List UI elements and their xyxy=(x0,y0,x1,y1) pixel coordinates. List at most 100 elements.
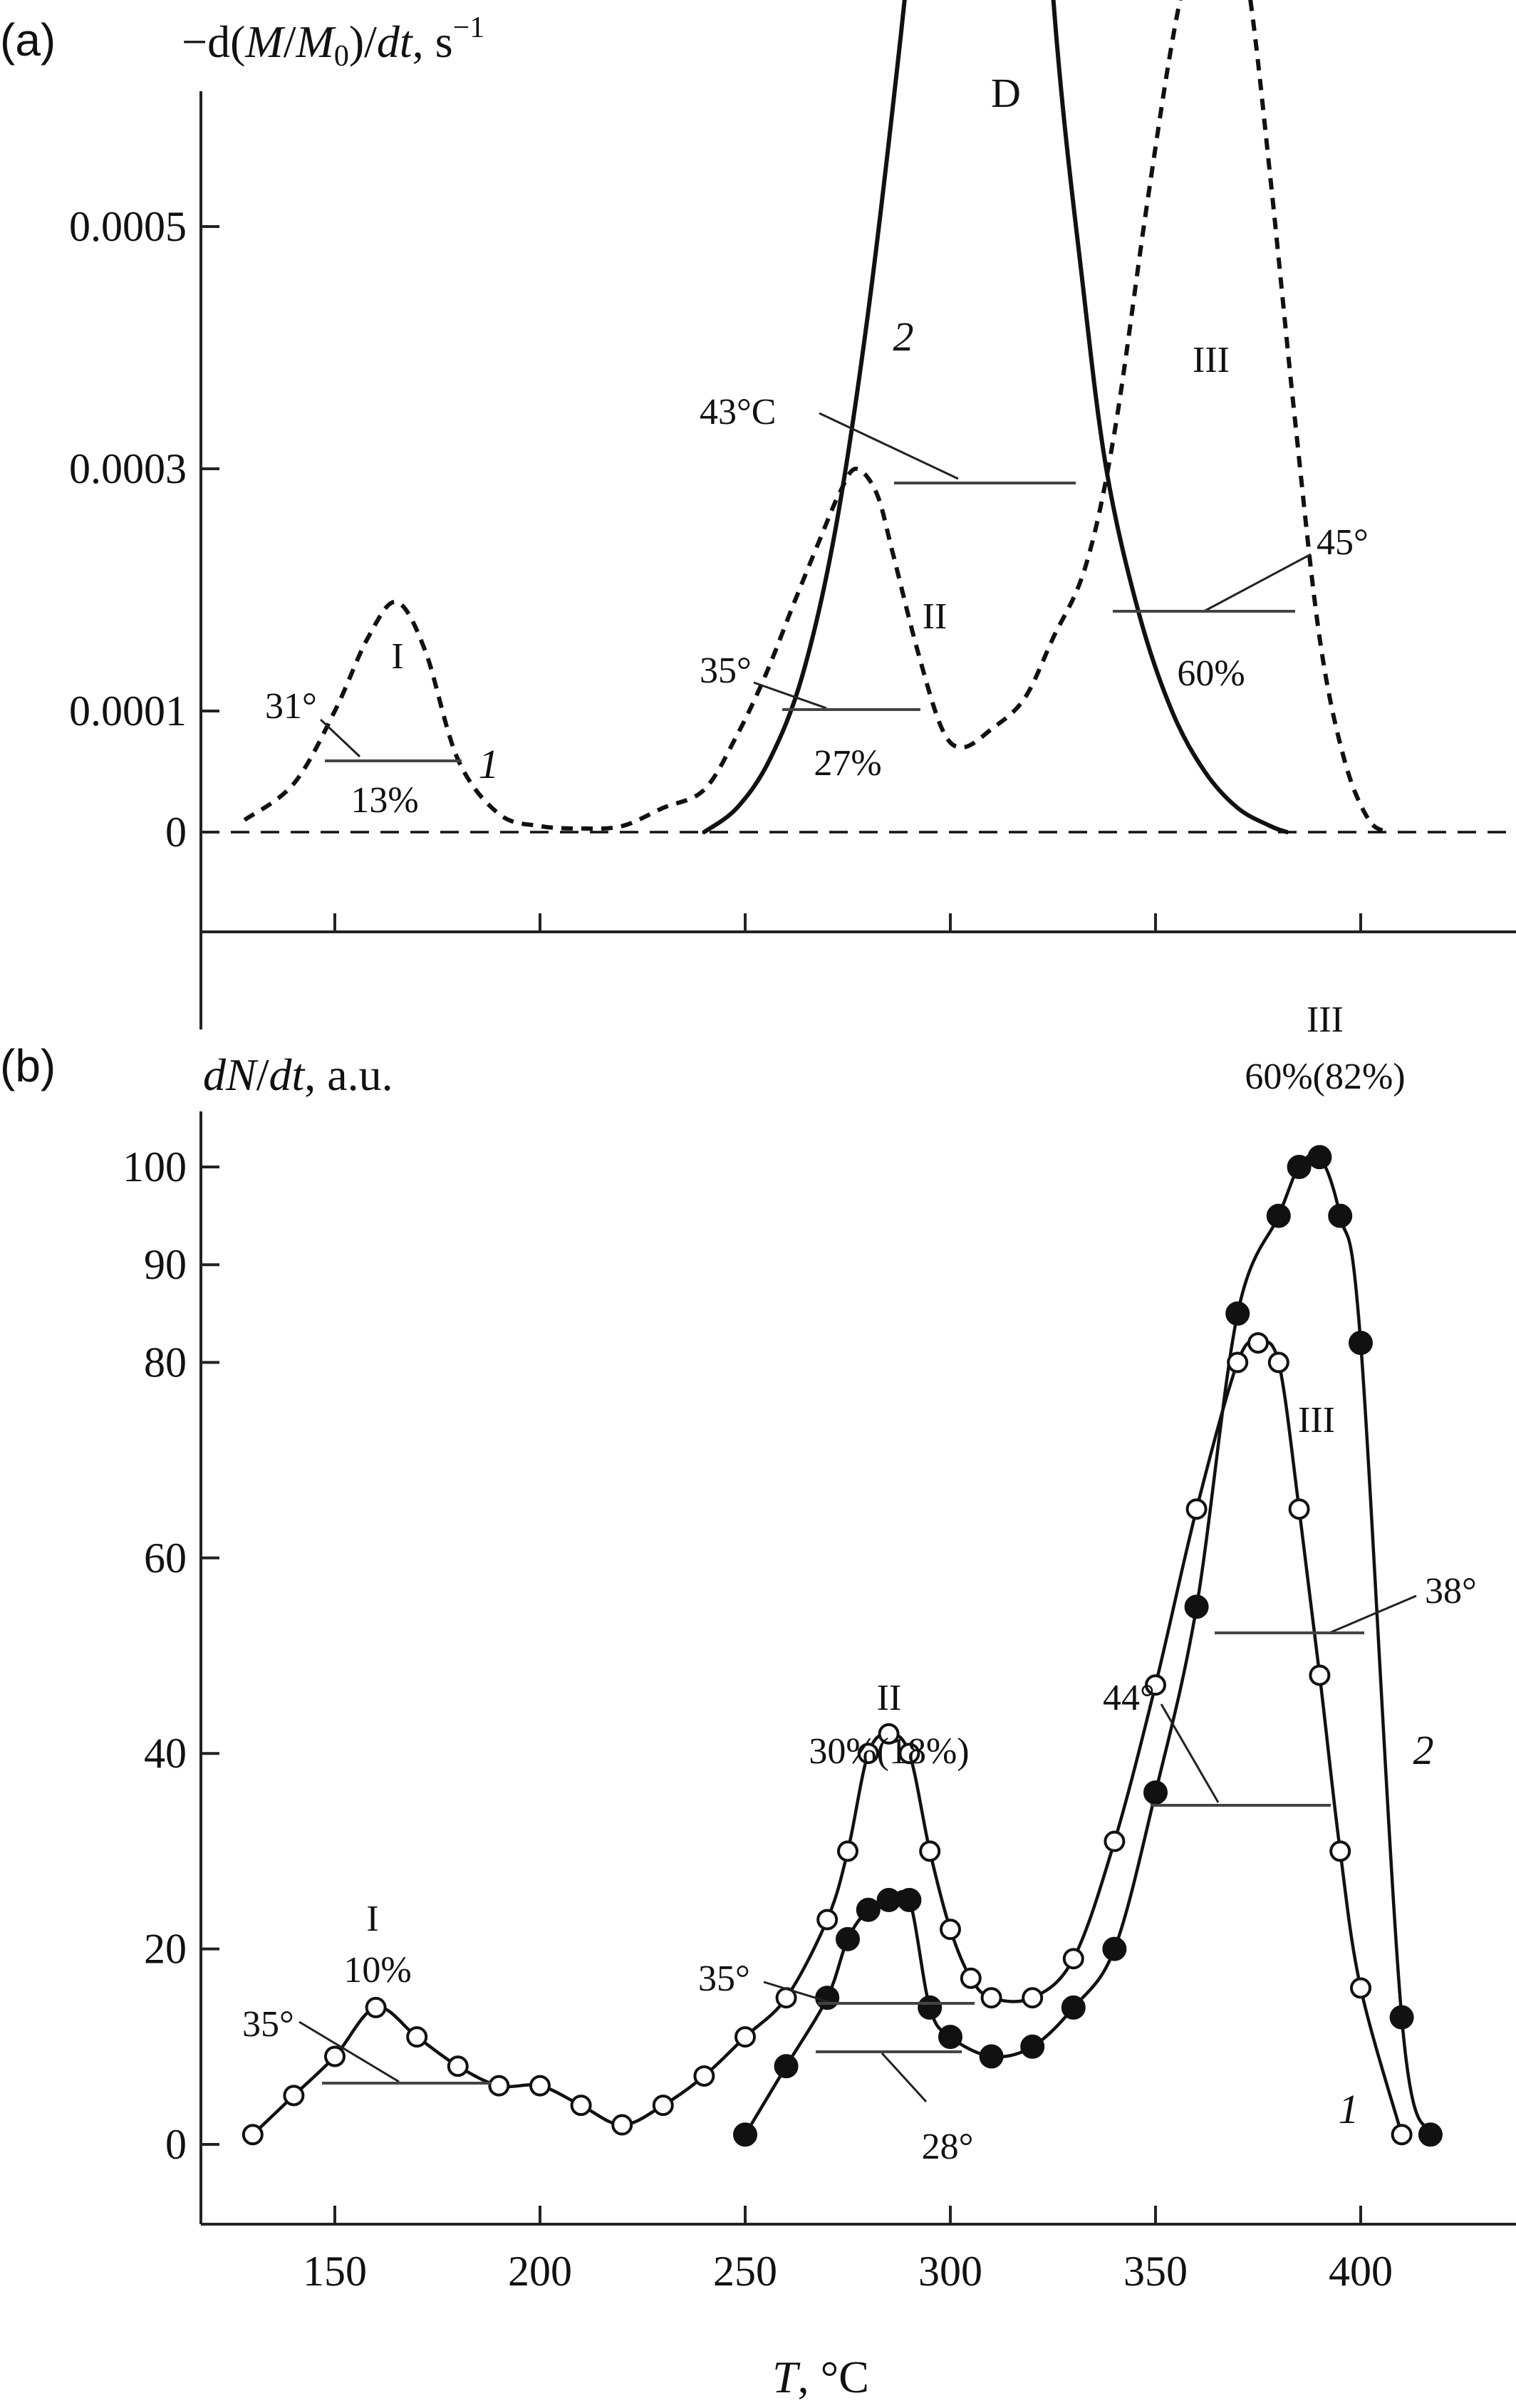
annotation-60pct-a: 60% xyxy=(1177,653,1245,694)
panel-b-y-ticks: 0 20 40 60 80 90 100 xyxy=(123,1143,219,2168)
panel-b-series-1-point xyxy=(1267,1351,1289,1374)
panel-b-series-1-point xyxy=(324,2045,346,2067)
panel-b-x-tick-label: 350 xyxy=(1123,2248,1188,2295)
panel-b-series-1-point xyxy=(734,2026,756,2048)
panel-b-series-1-point xyxy=(857,1743,879,1765)
panel-a-series-2 xyxy=(702,0,1289,834)
panel-b-series-1-point xyxy=(1227,1351,1249,1374)
panel-a: (a) −d(M/M0)/dt, s−1 0 0.0001 0.0003 0.0005… xyxy=(0,0,1516,1029)
panel-a-series-1 xyxy=(243,0,1391,834)
panel-a-x-ticks xyxy=(333,913,1362,932)
annotation-peak-iii-b-top: III xyxy=(1307,1000,1344,1040)
panel-b-series-1-point xyxy=(447,2055,469,2077)
panel-b-series-1-point xyxy=(816,1909,839,1931)
leader-35deg-a xyxy=(753,681,827,710)
panel-b-xlabel: T, °C xyxy=(772,2352,869,2402)
panel-b-y-tick-label: 60 xyxy=(144,1535,187,1582)
panel-b-series-1-point xyxy=(1247,1332,1269,1354)
annotation-28deg: 28° xyxy=(922,2127,974,2167)
panel-b-series-1-point xyxy=(919,1840,941,1862)
panel-b-series-2-point xyxy=(856,1897,881,1922)
annotation-curve-2: 2 xyxy=(893,313,914,360)
panel-b-x-tick-label: 200 xyxy=(508,2248,572,2295)
panel-b-series-2-point xyxy=(1418,2122,1443,2147)
panel-a-ylabel: −d(M/M0)/dt, s−1 xyxy=(182,11,484,73)
panel-b-series-1-point xyxy=(242,2124,264,2146)
panel-a-curves xyxy=(243,0,1391,834)
annotation-45deg: 45° xyxy=(1317,522,1369,563)
panel-b-series-1-point xyxy=(940,1919,961,1941)
panel-b-series-2-point xyxy=(918,1995,943,2020)
panel-b-series-2-point xyxy=(733,2122,757,2147)
panel-b-y-tick-label: 40 xyxy=(144,1730,187,1777)
panel-b-series-1-point xyxy=(980,1987,1002,2009)
panel-b-series-1-point xyxy=(365,1996,387,2018)
annotation-35deg-b-ii: 35° xyxy=(698,1958,750,1999)
panel-b-y-tick-label: 90 xyxy=(144,1241,187,1288)
panel-b-series-1-point xyxy=(529,2075,551,2097)
panel-a-label: (a) xyxy=(0,14,56,66)
annotation-30pct-18pct: 30%(18%) xyxy=(809,1731,969,1772)
panel-b-annotations: III 60%(82%) III 38° 44° 2 1 II 30%(18%)… xyxy=(242,1000,1477,2167)
panel-b-y-tick-label: 80 xyxy=(144,1339,187,1386)
panel-b-series-2-point xyxy=(1349,1330,1373,1355)
panel-b-series-1-point xyxy=(837,1840,858,1862)
leader-35deg-b-ii xyxy=(763,1981,834,2005)
panel-b-series-1-point xyxy=(1185,1498,1208,1520)
leader-31deg xyxy=(319,718,361,758)
panel-b-series-2-point xyxy=(836,1926,860,1951)
annotation-43c: 43°C xyxy=(700,392,776,432)
annotation-peak-i-a: I xyxy=(391,636,403,677)
panel-b-series-1-point xyxy=(1309,1664,1331,1686)
panel-b-y-tick-label: 100 xyxy=(123,1143,187,1190)
panel-b-x-tick-label: 150 xyxy=(303,2248,367,2295)
panel-b-x-tick-label: 400 xyxy=(1329,2248,1393,2295)
panel-b-series-2-point xyxy=(1225,1301,1250,1326)
leader-35deg-b-i xyxy=(298,2020,400,2083)
annotation-peak-ii-a: II xyxy=(923,596,947,637)
panel-a-annotations: D 2 43°C III 45° 60% II 35° 27% I 31° 13… xyxy=(265,70,1369,821)
panel-b-series-2-point xyxy=(1307,1145,1332,1170)
annotation-peak-i-b: I xyxy=(366,1899,378,1939)
leader-44deg xyxy=(1160,1703,1220,1803)
panel-b-series-2-point xyxy=(815,1986,840,2010)
annotation-curve-1-a: 1 xyxy=(479,741,499,787)
panel-b-series-1-point xyxy=(1062,1948,1084,1970)
annotation-35deg-b-i: 35° xyxy=(242,2004,294,2045)
annotation-peak-iii-a: III xyxy=(1193,340,1230,380)
panel-b-series-2-point xyxy=(979,2044,1004,2069)
panel-b-ylabel: dN/dt, a.u. xyxy=(203,1049,393,1100)
panel-b-series-2-point xyxy=(1266,1203,1291,1228)
panel-b-series-1-point xyxy=(1022,1987,1044,2009)
panel-b-series-1-point xyxy=(693,2065,715,2087)
panel-b-series-1-point xyxy=(1329,1840,1351,1862)
annotation-13pct: 13% xyxy=(351,780,418,821)
annotation-peak-d: D xyxy=(991,70,1021,116)
panel-b-series-1-point xyxy=(406,2026,428,2048)
panel-b-series-1-point xyxy=(611,2114,633,2136)
annotation-44deg: 44° xyxy=(1103,1678,1155,1718)
annotation-peak-ii-b: II xyxy=(877,1678,902,1718)
annotation-38deg: 38° xyxy=(1425,1571,1477,1612)
panel-b-series-2-point xyxy=(1020,2034,1045,2059)
annotation-curve-1-b: 1 xyxy=(1339,2086,1359,2132)
panel-b-series-1-point xyxy=(652,2095,674,2117)
panel-a-y-tick-label: 0.0001 xyxy=(69,687,187,735)
panel-b-series-1-point xyxy=(1288,1498,1310,1520)
annotation-peak-iii-b: III xyxy=(1298,1400,1335,1441)
panel-b-series-2-line xyxy=(744,1152,1433,2136)
panel-b-series-2-point xyxy=(938,2025,962,2050)
panel-b-series-1-point xyxy=(1391,2124,1413,2146)
panel-b-series-1-point xyxy=(878,1723,900,1745)
panel-b-series-1-point xyxy=(1350,1977,1371,1999)
annotation-35deg-a: 35° xyxy=(700,650,752,691)
panel-b-x-ticks: 150 200 250 300 350 400 xyxy=(303,2206,1393,2295)
panel-a-y-tick-label: 0.0003 xyxy=(69,445,187,492)
leader-38deg xyxy=(1329,1594,1417,1634)
annotation-31deg: 31° xyxy=(265,686,317,727)
panel-b-series-1-point xyxy=(283,2085,305,2107)
panel-b-x-tick-label: 250 xyxy=(713,2248,777,2295)
panel-b-series-1-point xyxy=(1104,1830,1126,1852)
panel-a-y-tick-label: 0.0005 xyxy=(69,203,187,250)
